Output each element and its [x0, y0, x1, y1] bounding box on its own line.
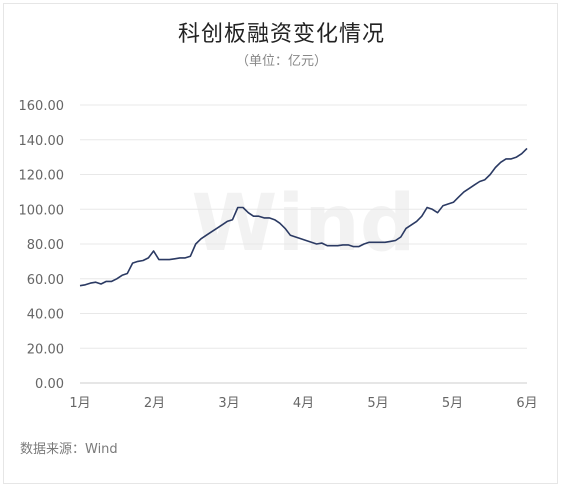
y-tick-label: 20.00: [27, 342, 64, 357]
x-tick-label: 6月: [516, 396, 537, 411]
y-tick-label: 120.00: [19, 169, 65, 184]
y-tick-label: 60.00: [27, 273, 64, 288]
x-tick-label: 2月: [144, 396, 165, 411]
chart-subtitle: （单位：亿元）: [235, 54, 327, 69]
watermark: Wind: [191, 179, 415, 269]
chart-frame: [3, 3, 558, 484]
y-tick-label: 80.00: [27, 238, 64, 253]
y-tick-label: 160.00: [19, 99, 65, 114]
x-tick-label: 5月: [442, 396, 463, 411]
y-tick-label: 0.00: [35, 377, 64, 392]
x-tick-label: 3月: [218, 396, 239, 411]
source-note: 数据来源：Wind: [20, 442, 118, 457]
y-tick-label: 140.00: [19, 134, 65, 149]
x-tick-label: 4月: [293, 396, 314, 411]
y-tick-label: 100.00: [19, 203, 65, 218]
x-tick-label: 5月: [367, 396, 388, 411]
x-tick-label: 1月: [69, 396, 90, 411]
y-tick-label: 40.00: [27, 308, 64, 323]
series-line: [79, 147, 528, 287]
chart-title: 科创板融资变化情况: [177, 22, 385, 47]
